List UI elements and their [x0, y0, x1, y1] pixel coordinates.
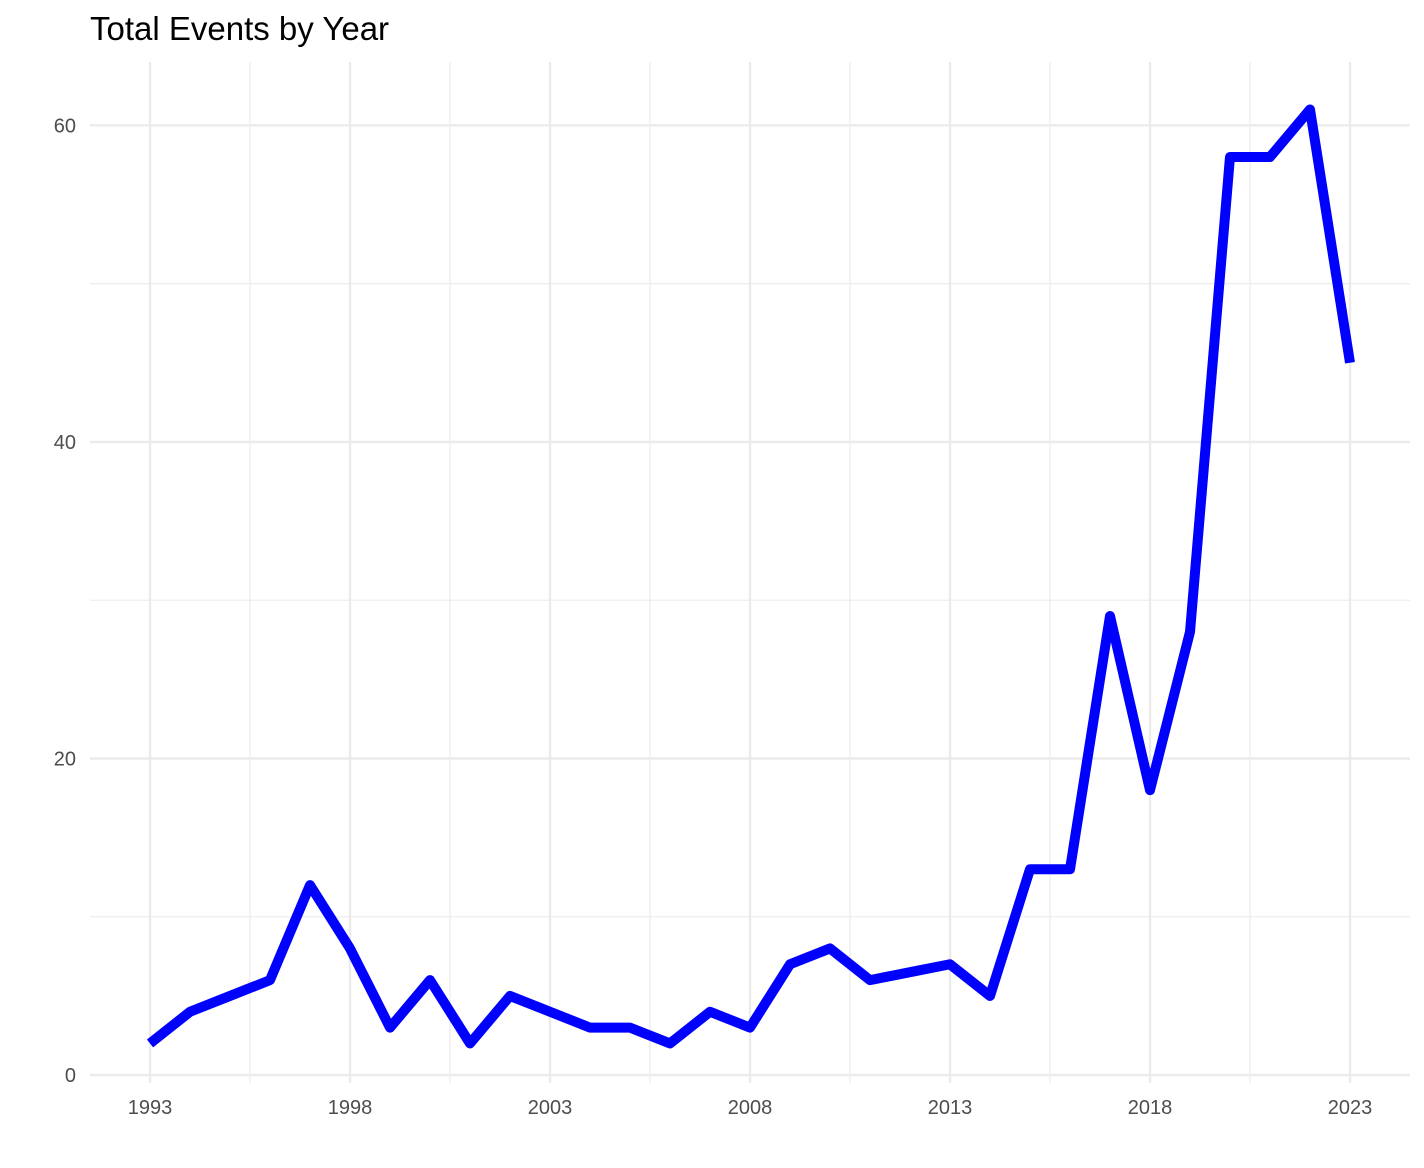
chart-title: Total Events by Year	[90, 10, 390, 47]
x-tick-label: 1998	[328, 1097, 373, 1119]
y-tick-label: 40	[54, 432, 76, 454]
series-line	[146, 104, 1355, 1049]
x-tick-label: 2008	[728, 1097, 773, 1119]
x-tick-label: 2003	[528, 1097, 573, 1119]
x-tick-label: 2018	[1128, 1097, 1173, 1119]
x-tick-label: 2013	[928, 1097, 973, 1119]
x-axis-tick-labels: 1993 1998 2003 2008 2013 2018 2023	[128, 1097, 1373, 1119]
x-tick-label: 1993	[128, 1097, 173, 1119]
grid-lines	[90, 62, 1410, 1083]
y-tick-label: 0	[65, 1065, 76, 1087]
series-layer	[146, 104, 1355, 1049]
y-axis-tick-labels: 0 20 40 60	[54, 115, 76, 1087]
y-tick-label: 20	[54, 748, 76, 770]
x-tick-label: 2023	[1328, 1097, 1373, 1119]
y-tick-label: 60	[54, 115, 76, 137]
